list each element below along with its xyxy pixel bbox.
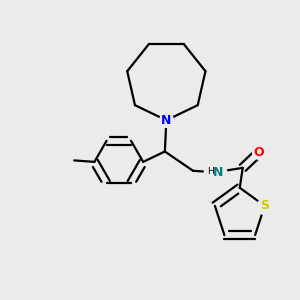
- Text: N: N: [161, 114, 172, 127]
- Text: O: O: [254, 146, 264, 159]
- Text: S: S: [260, 199, 269, 212]
- Text: H: H: [207, 167, 214, 176]
- Text: N: N: [213, 166, 223, 179]
